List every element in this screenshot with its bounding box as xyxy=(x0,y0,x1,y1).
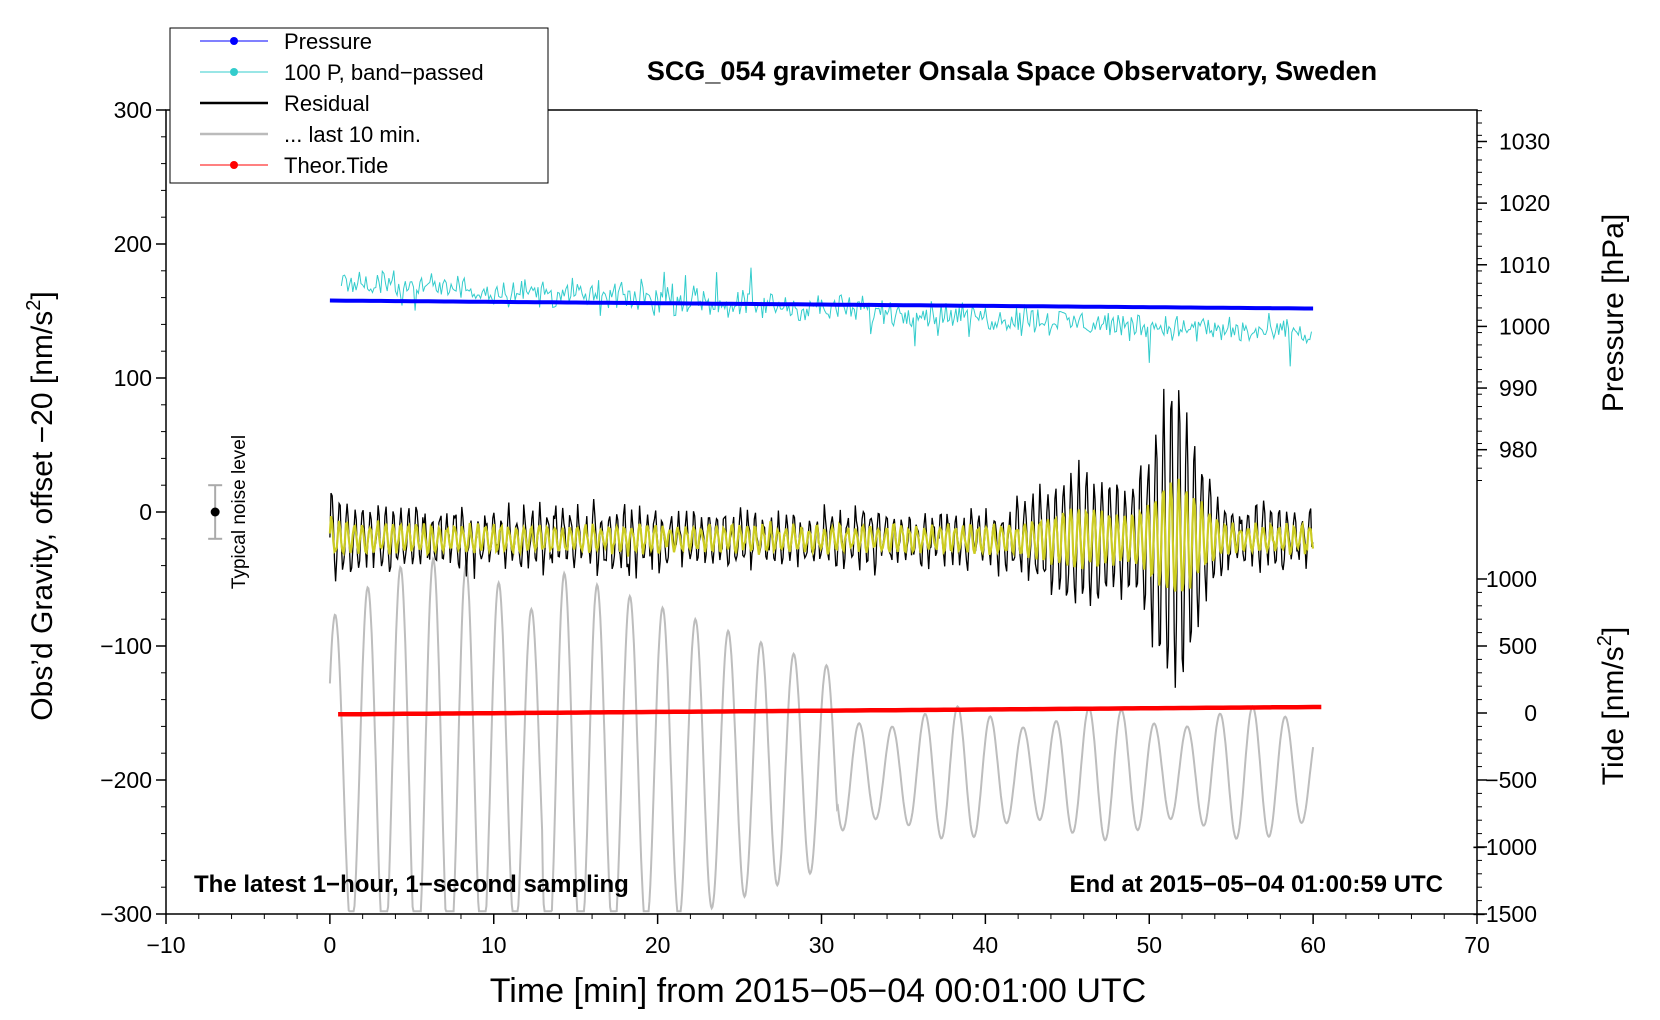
x-tick-label-50: 50 xyxy=(1136,932,1162,958)
series-pressure xyxy=(329,298,1314,311)
pressure-tick-label-1000: 1000 xyxy=(1499,313,1550,339)
x-tick-label-30: 30 xyxy=(809,932,835,958)
tide-tick-label-1000: 1000 xyxy=(1486,566,1537,592)
series-100p-band-passed xyxy=(340,267,1312,367)
noise-label: Typical noise level xyxy=(229,435,250,589)
series-residual xyxy=(329,388,1314,688)
y-tick-label--100: −100 xyxy=(100,633,152,659)
y-tick-label-0: 0 xyxy=(139,499,152,525)
legend-label-100-p-band-passed: 100 P, band−passed xyxy=(284,60,484,85)
y-axis-label-left-superscript: 2 xyxy=(23,300,45,311)
legend-label-pressure: Pressure xyxy=(284,29,372,54)
series-residual-filtered xyxy=(328,478,1315,592)
pressure-tick-label-990: 990 xyxy=(1499,375,1537,401)
legend-marker-pressure xyxy=(230,37,238,45)
end-time-annotation: End at 2015−05−04 01:00:59 UTC xyxy=(1069,871,1443,898)
series-last-10-min xyxy=(328,556,1315,913)
x-tick-label-60: 60 xyxy=(1300,932,1326,958)
plot-area xyxy=(328,267,1322,913)
legend-label-residual: Residual xyxy=(284,91,370,116)
pressure-tick-label-1020: 1020 xyxy=(1499,190,1550,216)
pressure-tick-label-980: 980 xyxy=(1499,437,1537,463)
x-axis-label: Time [min] from 2015−05−04 00:01:00 UTC xyxy=(490,972,1146,1010)
pressure-axis-label: Pressure [hPa] xyxy=(1597,214,1630,412)
typical-noise-level: Typical noise level xyxy=(208,435,250,589)
x-tick-label-10: 10 xyxy=(481,932,507,958)
series-lines xyxy=(328,267,1322,913)
y-axis-label-left-bracket: ] xyxy=(26,291,59,299)
y-tick-label--200: −200 xyxy=(100,767,152,793)
legend-label-theor-tide: Theor.Tide xyxy=(284,153,388,178)
legend: Pressure 100 P, band−passed Residual ... la… xyxy=(169,27,549,184)
tide-tick-label--1500: −1500 xyxy=(1472,901,1537,927)
legend-marker-theor-tide xyxy=(230,161,238,169)
tide-axis-label-text: Tide [nm/s xyxy=(1597,646,1630,785)
pressure-tick-label-1010: 1010 xyxy=(1499,252,1550,278)
axis-ticks: −10 0 10 20 30 40 50 60 703002001000−100−200−300… xyxy=(100,97,1550,958)
legend-label-last-10-min: ... last 10 min. xyxy=(284,122,421,147)
y-axis-label-left: Obs’d Gravity, offset −20 [nm/s2] xyxy=(23,291,59,720)
y-axis-label-left-text: Obs’d Gravity, offset −20 [nm/s xyxy=(26,311,59,721)
x-tick-label-40: 40 xyxy=(973,932,999,958)
x-tick-label-0: 0 xyxy=(323,932,336,958)
y-tick-label--300: −300 xyxy=(100,901,152,927)
tide-tick-label-0: 0 xyxy=(1524,700,1537,726)
x-tick-label-70: 70 xyxy=(1464,932,1490,958)
x-tick-label--10: −10 xyxy=(146,932,185,958)
tide-axis-label: Tide [nm/s2] xyxy=(1594,627,1630,785)
tide-tick-label-500: 500 xyxy=(1499,633,1537,659)
x-tick-label-20: 20 xyxy=(645,932,671,958)
y-tick-label-200: 200 xyxy=(114,231,152,257)
noise-center-dot xyxy=(210,507,220,517)
chart-title: SCG_054 gravimeter Onsala Space Observat… xyxy=(647,56,1377,86)
series-theor-tide xyxy=(338,704,1322,717)
tide-axis-label-superscript: 2 xyxy=(1594,635,1616,646)
sampling-annotation: The latest 1−hour, 1−second sampling xyxy=(194,871,629,898)
tide-tick-label--500: −500 xyxy=(1485,767,1537,793)
y-tick-label-100: 100 xyxy=(114,365,152,391)
legend-box xyxy=(169,27,549,184)
pressure-tick-label-1030: 1030 xyxy=(1499,128,1550,154)
legend-marker-100-p-band-passed xyxy=(230,68,238,76)
tide-tick-label--1000: −1000 xyxy=(1472,834,1537,860)
y-tick-label-300: 300 xyxy=(114,97,152,123)
tide-axis-label-bracket: ] xyxy=(1597,627,1630,635)
